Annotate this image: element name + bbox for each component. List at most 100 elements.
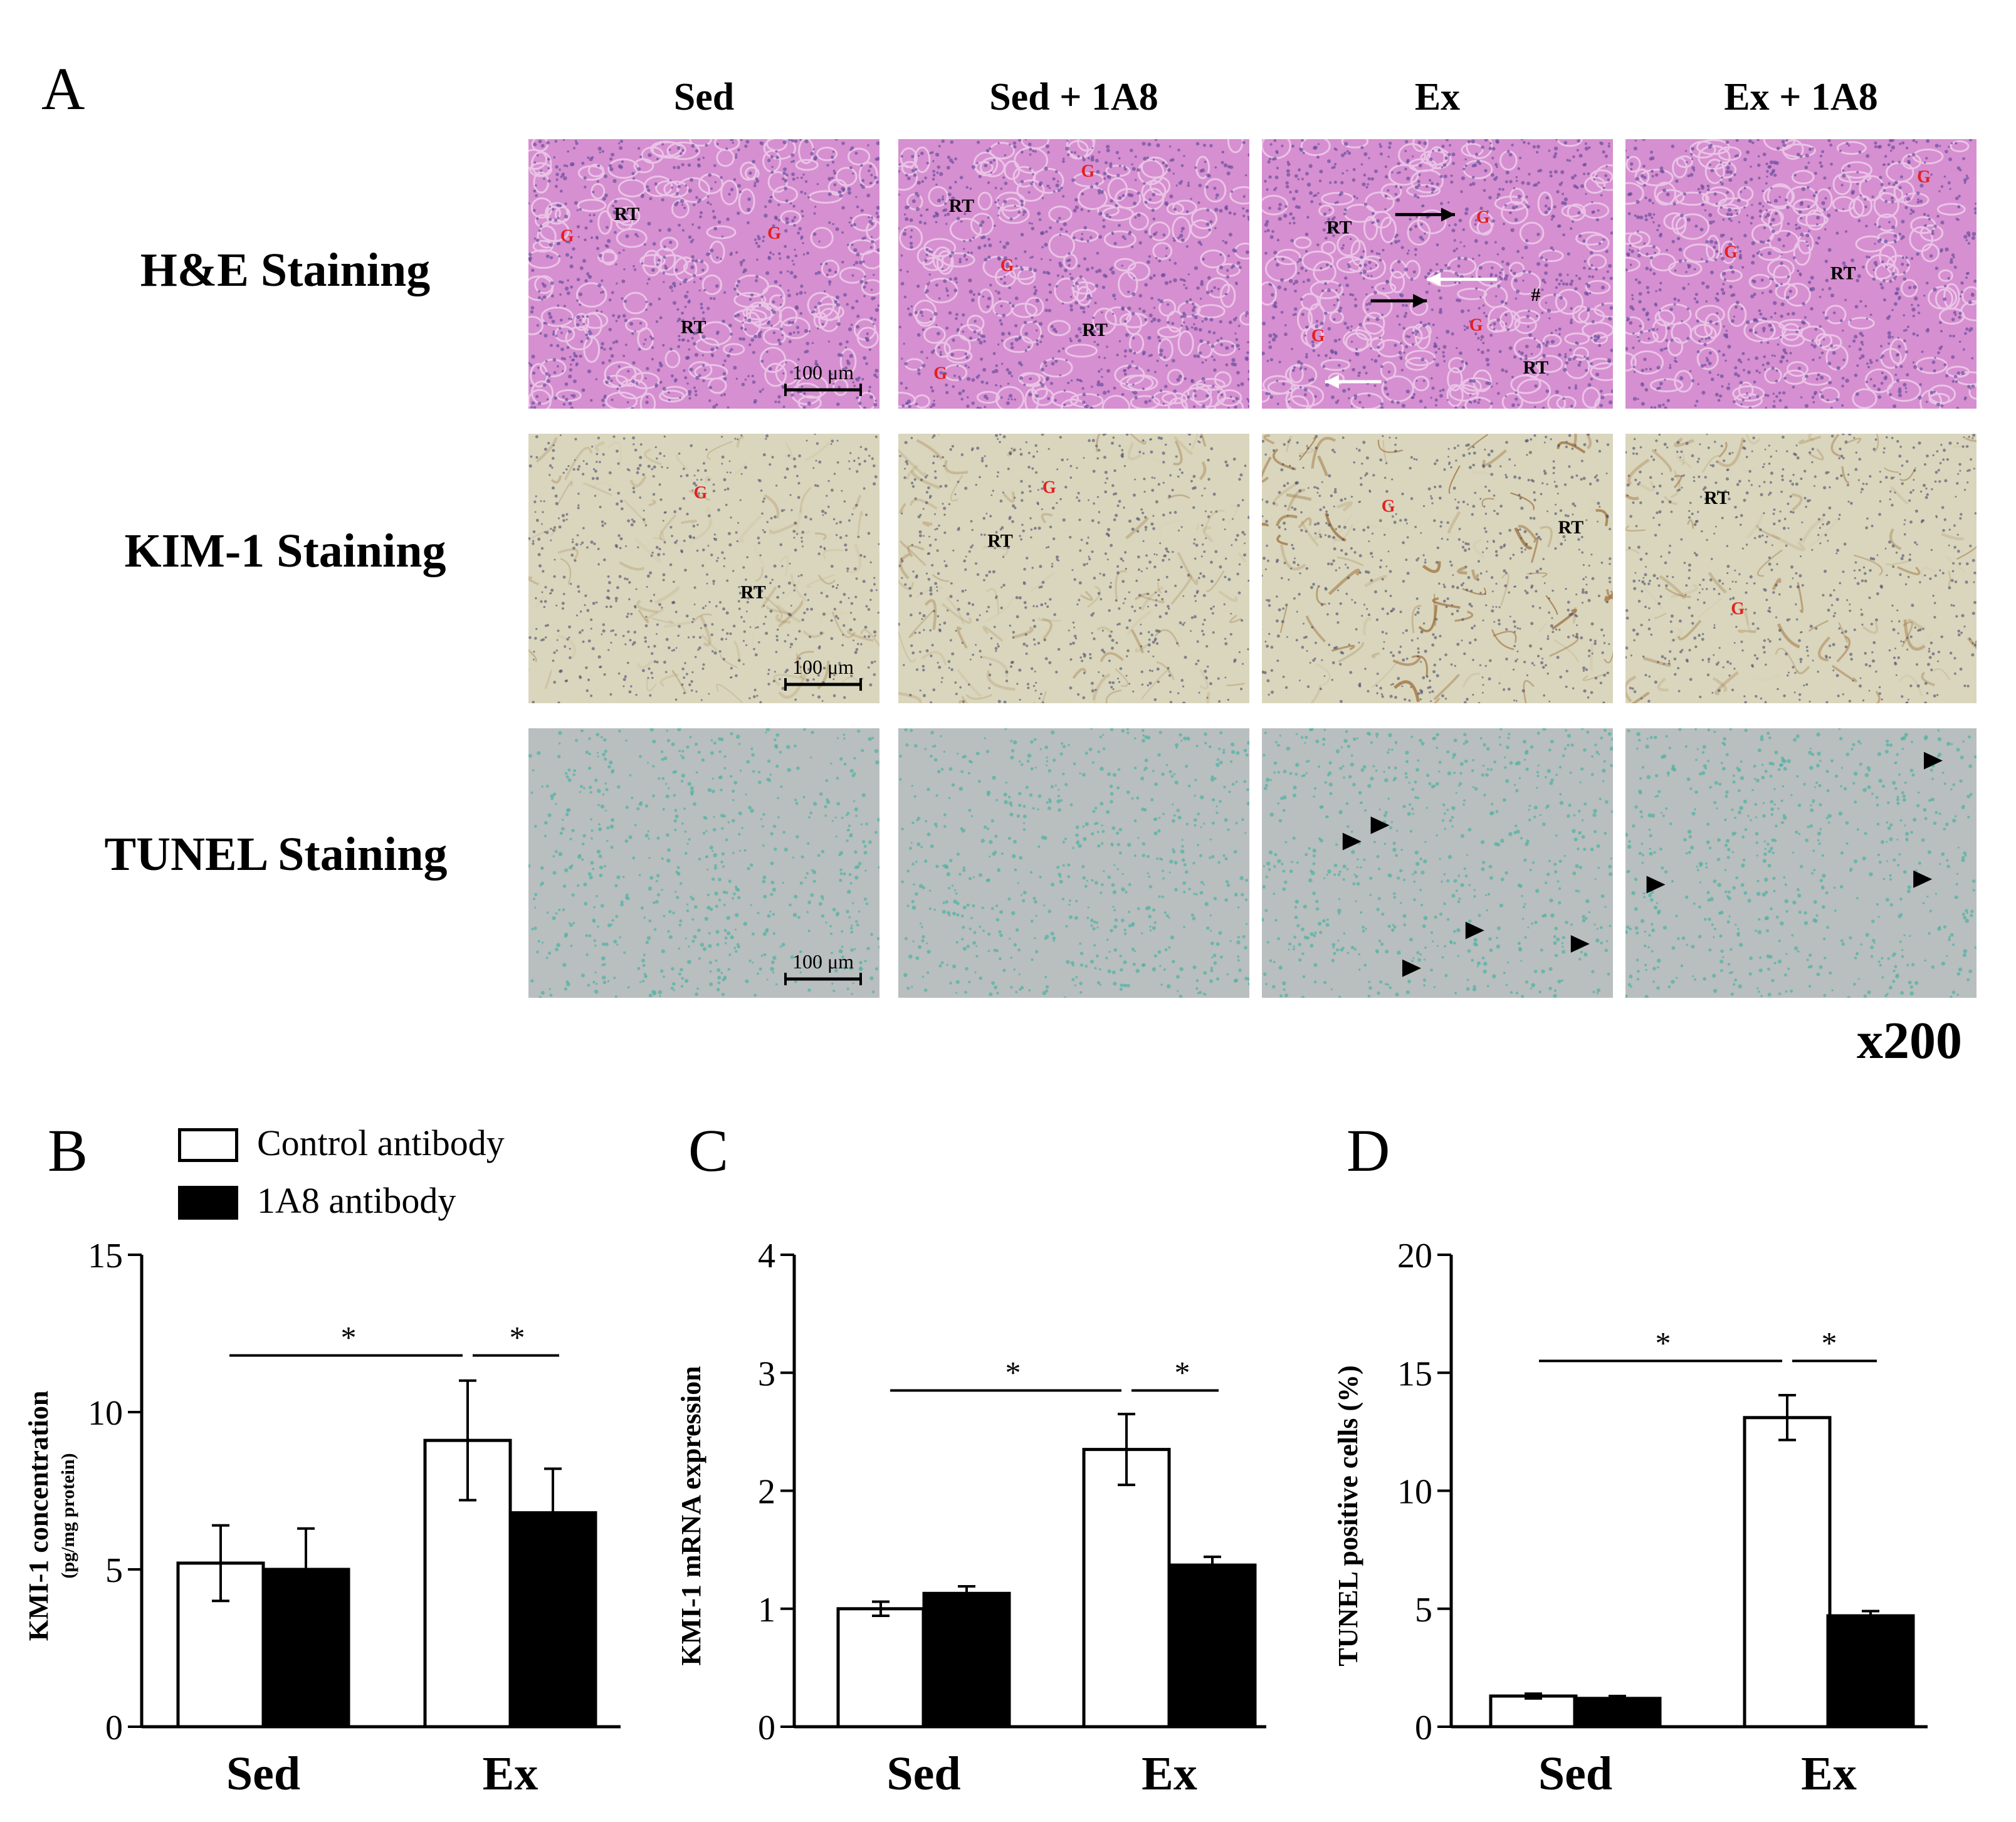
micrograph-he-sed: G G RT RT 100 μm: [528, 139, 879, 409]
arrow-icon: [1427, 272, 1498, 286]
scale-bar: 100 μm: [784, 361, 862, 396]
bar-1a8-ex: [508, 1511, 597, 1729]
tissue-label-glomerulus: G: [767, 224, 781, 243]
tissue-label-glomerulus: G: [694, 483, 708, 503]
panel-letter-a: A: [41, 55, 85, 122]
micrograph-he-sed-1a8: G G G RT RT: [898, 139, 1249, 409]
row-header-tunel: TUNEL Staining: [104, 828, 448, 881]
x-category-label-sed: Sed: [886, 1747, 960, 1800]
legend-label-1a8: 1A8 antibody: [257, 1180, 456, 1221]
tissue-label-glomerulus: G: [1042, 478, 1056, 498]
arrow-icon: [1325, 375, 1382, 389]
y-tick-label: 0: [105, 1709, 123, 1747]
tissue-label-renal-tubule: RT: [948, 196, 974, 216]
tissue-label-glomerulus: G: [933, 364, 947, 384]
tissue-label-glomerulus: G: [1081, 162, 1095, 181]
bar-control-ex: [1082, 1448, 1171, 1729]
micrograph-kim1-ex: G RT: [1262, 434, 1613, 703]
arrow-icon: [1370, 294, 1427, 308]
tissue-label-glomerulus: G: [1917, 167, 1931, 187]
tissue-label-glomerulus: G: [560, 226, 574, 246]
y-tick-label: 3: [758, 1354, 775, 1393]
tissue-label-renal-tubule: RT: [1558, 517, 1583, 538]
scale-bar-label: 100 μm: [792, 950, 854, 973]
micrograph-tunel-sed: 100 μm: [528, 728, 879, 998]
magnification-label: x200: [1857, 1012, 1962, 1070]
y-axis-label: KMI-1 mRNA expression: [676, 1366, 706, 1665]
micrograph-tunel-sed-1a8: [898, 728, 1249, 998]
tissue-label-renal-tubule: RT: [614, 204, 639, 224]
column-header-ex: Ex: [1414, 76, 1461, 118]
bar-1a8-sed: [922, 1591, 1011, 1729]
row-header-kim1: KIM-1 Staining: [124, 525, 446, 577]
significance-star: *: [510, 1320, 525, 1355]
y-tick-label: 0: [1415, 1709, 1432, 1747]
micrograph-tunel-ex-1a8: [1625, 728, 1977, 998]
significance-star: *: [1656, 1325, 1671, 1360]
arrow-icon: [1395, 207, 1455, 222]
bar-1a8-sed: [1573, 1697, 1662, 1729]
x-category-label-sed: Sed: [226, 1747, 300, 1800]
y-tick-label: 1: [758, 1591, 775, 1630]
bar-1a8-ex: [1826, 1614, 1915, 1729]
tissue-label-glomerulus: G: [1731, 599, 1745, 619]
tissue-label-glomerulus: G: [1311, 327, 1325, 346]
micrograph-kim1-sed-1a8: G RT: [898, 434, 1249, 703]
scale-bar: 100 μm: [784, 656, 862, 691]
tissue-label-glomerulus: G: [1000, 256, 1014, 276]
tissue-label-renal-tubule: RT: [1326, 217, 1352, 238]
y-tick-label: 5: [105, 1551, 123, 1590]
tissue-label-glomerulus: G: [1469, 315, 1483, 335]
panel-letter-d: D: [1347, 1117, 1390, 1184]
bar-control-sed: [836, 1607, 925, 1729]
legend-label-control: Control antibody: [257, 1123, 505, 1163]
y-tick-label: 0: [758, 1709, 775, 1747]
column-header-sed-1a8: Sed + 1A8: [989, 76, 1158, 118]
arrowhead-marker-icon: [1646, 876, 1666, 894]
micrograph-he-ex: G G G RT RT #: [1262, 139, 1613, 409]
tissue-label-renal-tubule: RT: [1830, 263, 1856, 284]
arrowhead-marker-icon: [1402, 959, 1421, 977]
y-tick-label: 4: [758, 1237, 775, 1275]
y-axis-sublabel: (pg/mg protein): [58, 1453, 78, 1578]
x-category-label-sed: Sed: [1538, 1747, 1612, 1800]
x-category-label-ex: Ex: [1801, 1747, 1857, 1800]
tissue-label-hash: #: [1531, 285, 1540, 305]
bar-control-ex: [1743, 1416, 1832, 1729]
y-tick-label: 10: [88, 1394, 123, 1433]
arrowhead-marker-icon: [1913, 870, 1933, 888]
bar-control-sed: [176, 1561, 265, 1729]
y-tick-label: 5: [1415, 1591, 1432, 1630]
bar-control-sed: [1489, 1694, 1578, 1729]
legend-swatch-control: [178, 1128, 238, 1162]
tissue-label-glomerulus: G: [1724, 243, 1738, 262]
tissue-label-renal-tubule: RT: [1082, 320, 1108, 340]
tissue-label-renal-tubule: RT: [987, 531, 1013, 552]
x-category-label-ex: Ex: [1142, 1747, 1197, 1800]
panel-letter-b: B: [48, 1117, 88, 1184]
arrowhead-marker-icon: [1465, 921, 1484, 940]
micrograph-kim1-sed: G RT 100 μm: [528, 434, 879, 703]
tissue-label-renal-tubule: RT: [681, 317, 706, 338]
significance-star: *: [1175, 1354, 1190, 1390]
tissue-label-glomerulus: G: [1382, 497, 1395, 516]
significance-star: *: [1822, 1325, 1837, 1360]
y-axis-label: KMI-1 concentration: [23, 1391, 54, 1641]
scale-bar-label: 100 μm: [792, 656, 854, 678]
arrowhead-marker-icon: [1370, 816, 1390, 834]
significance-star: *: [1005, 1354, 1021, 1390]
micrograph-he-ex-1a8: G G RT: [1625, 139, 1977, 409]
arrowhead-marker-icon: [1924, 751, 1943, 770]
legend-swatch-1a8: [178, 1186, 238, 1220]
tissue-label-renal-tubule: RT: [740, 582, 766, 602]
bar-1a8-sed: [261, 1568, 350, 1729]
significance-star: *: [341, 1320, 357, 1355]
tissue-label-renal-tubule: RT: [1523, 357, 1548, 378]
arrowhead-marker-icon: [1570, 935, 1590, 953]
tissue-label-glomerulus: G: [1476, 207, 1490, 227]
micrograph-kim1-ex-1a8: RT G: [1625, 434, 1977, 703]
tissue-label-renal-tubule: RT: [1704, 488, 1730, 508]
scale-bar-label: 100 μm: [792, 361, 854, 384]
panel-letter-c: C: [688, 1117, 729, 1184]
